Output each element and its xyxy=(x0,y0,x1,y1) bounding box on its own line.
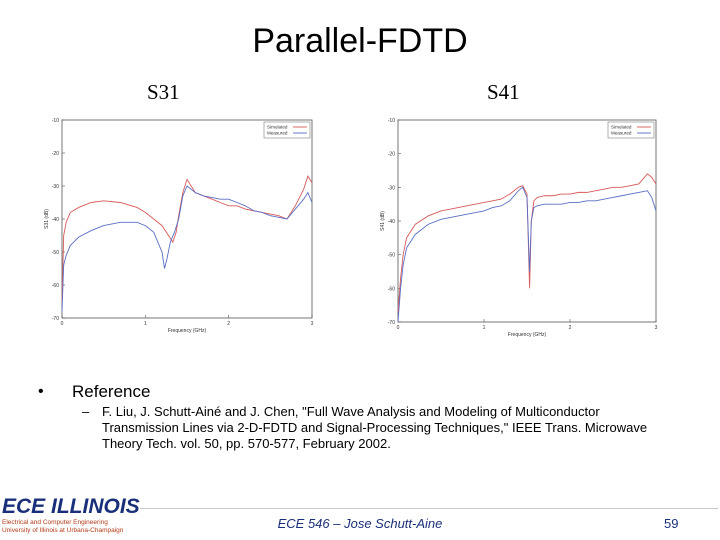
s31-xtick-label: 0 xyxy=(61,321,64,327)
s41-xtick-label: 0 xyxy=(397,325,400,331)
s31-xtick-label: 3 xyxy=(311,321,314,327)
logo-subtitle-1: Electrical and Computer Engineering xyxy=(2,519,108,526)
s31-ytick-label: -20 xyxy=(52,151,59,157)
s41-series-measured xyxy=(397,186,657,323)
slide-title: Parallel-FDTD xyxy=(252,22,468,60)
ece-illinois-logo: ECE ILLINOIS Electrical and Computer Eng… xyxy=(2,495,140,540)
s31-legend-label-simulated: Simulated xyxy=(267,125,288,130)
s31-xtick-label: 2 xyxy=(227,321,230,327)
s41-y-axis-label: S41 (dB) xyxy=(380,211,386,231)
s41-ytick-label: -50 xyxy=(388,253,395,259)
s31-plot: -10 -20 -30 -40 -50 -60 -700 1 2 3 Frequency (GHz)… xyxy=(44,118,314,334)
chart-title-s41: S41 xyxy=(487,80,520,104)
footer-text: ECE 546 – Jose Schutt-Aine xyxy=(277,516,443,531)
s31-ytick-label: -30 xyxy=(52,184,59,190)
s41-series-simulated xyxy=(397,173,657,312)
s31-x-axis-label: Frequency (GHz) xyxy=(168,328,207,334)
s41-ytick-label: -30 xyxy=(388,185,395,191)
bullet-marker: • xyxy=(38,383,44,400)
s31-ytick-label: -10 xyxy=(52,118,59,124)
s41-ytick-label: -70 xyxy=(388,320,395,326)
s41-xtick-label: 3 xyxy=(655,325,658,331)
s41-ytick-label: -40 xyxy=(388,219,395,225)
s31-xtick-label: 1 xyxy=(144,321,147,327)
chart-title-s31: S31 xyxy=(147,80,180,104)
s31-ytick-label: -70 xyxy=(52,316,59,322)
s41-plot: -10 -20 -30 -40 -50 -60 -700 1 2 3 Frequency (GHz)… xyxy=(380,118,658,338)
s41-xtick-label: 1 xyxy=(483,325,486,331)
s41-ytick-label: -10 xyxy=(388,118,395,124)
footer-divider xyxy=(140,508,718,509)
logo-text: ECE ILLINOIS xyxy=(2,495,140,518)
s41-legend-label-simulated: Simulated xyxy=(611,125,632,130)
s41-x-axis-label: Frequency (GHz) xyxy=(508,332,547,338)
s31-y-axis-label: S31 (dB) xyxy=(44,209,50,229)
s31-ytick-label: -40 xyxy=(52,217,59,223)
s31-ytick-label: -60 xyxy=(52,283,59,289)
s31-legend-box xyxy=(263,121,311,139)
logo-subtitle-2: University of Illinois at Urbana-Champai… xyxy=(2,527,124,534)
s41-legend-box xyxy=(607,121,655,139)
s41-ytick-label: -60 xyxy=(388,286,395,292)
s31-ytick-label: -50 xyxy=(52,250,59,256)
s31-legend-label-measured: Measured xyxy=(267,131,288,136)
s41-ytick-label: -20 xyxy=(388,152,395,158)
reference-text: F. Liu, J. Schutt-Ainé and J. Chen, "Ful… xyxy=(102,404,648,451)
s41-xtick-label: 2 xyxy=(569,325,572,331)
s41-legend-label-measured: Measured xyxy=(611,131,632,136)
reference-heading: Reference xyxy=(72,382,151,401)
s31-series-measured xyxy=(61,185,313,312)
s31-series-simulated xyxy=(61,175,313,302)
page-number: 59 xyxy=(664,516,679,531)
reference-dash: – xyxy=(82,404,90,419)
s31-plot-frame xyxy=(61,119,313,319)
